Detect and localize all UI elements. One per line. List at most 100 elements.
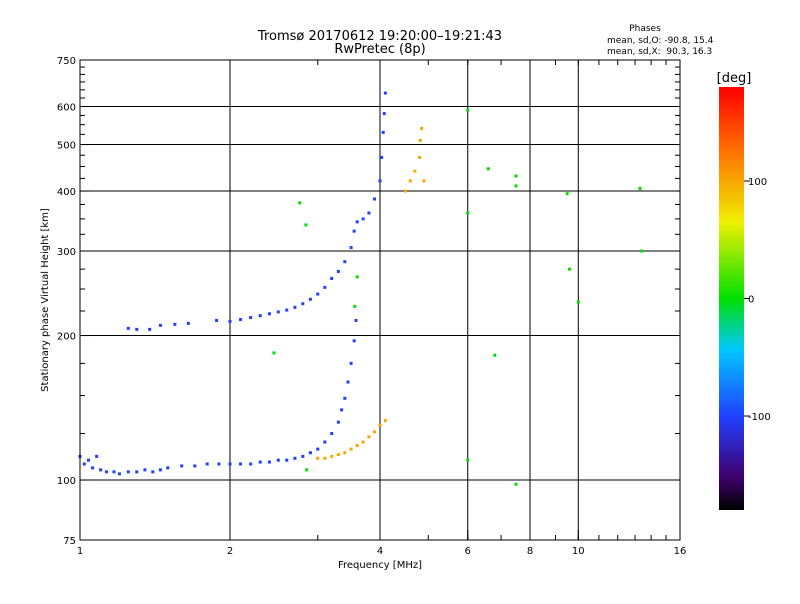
data-point [276,458,280,462]
x-axis-label: Frequency [MHz] [338,560,422,571]
data-point [151,470,155,474]
data-point [316,447,320,451]
y-tick-label: 300 [57,247,76,258]
data-point [349,246,353,250]
data-point [378,179,382,183]
data-point [417,155,421,159]
data-point [638,186,642,190]
data-point [298,201,302,205]
data-point [193,464,197,468]
data-point [301,302,305,306]
data-point [361,440,365,444]
data-point [352,229,356,233]
data-point [249,462,253,466]
legend-line-x: mean, sd,X: 90.3, 16.3 [607,47,712,57]
data-point [383,419,387,423]
data-point [466,458,470,462]
data-point [148,327,152,331]
data-point [126,470,130,474]
data-point [486,167,490,171]
y-tick-label: 600 [57,103,76,114]
x-tick-label: 16 [674,546,687,557]
data-point [378,423,382,427]
data-point [316,292,320,296]
data-point [343,260,347,264]
data-point [514,174,518,178]
data-point [82,462,86,466]
x-tick-label: 10 [572,546,585,557]
data-point [420,126,424,130]
data-point [215,318,219,322]
chart-title-line2: RwPretec (8p) [334,42,425,57]
y-tick-label: 100 [57,476,76,487]
y-tick-label: 500 [57,141,76,152]
data-point [352,339,356,343]
data-point [343,396,347,400]
x-tick-label: 1 [77,546,83,557]
y-tick-label: 75 [63,536,76,547]
data-point [336,453,340,457]
x-tick-label: 4 [377,546,383,557]
data-point [173,322,177,326]
data-point [285,458,289,462]
chart-title-line1: Tromsø 20170612 19:20:00–19:21:43 [257,29,502,44]
data-point [186,321,190,325]
data-point [305,468,309,472]
data-point [158,323,162,327]
data-point [308,297,312,301]
data-point [323,456,327,460]
x-tick-label: 6 [465,546,471,557]
colorbar-ticks: 100 0 -100 [744,177,771,423]
data-point [135,470,139,474]
data-point [293,305,297,309]
data-point [330,276,334,280]
y-tick-label: 750 [57,56,76,67]
data-point [408,179,412,183]
data-point [367,435,371,439]
data-point [422,179,426,183]
data-point [373,197,377,201]
data-point [336,269,340,273]
data-point [95,454,99,458]
data-point [285,308,289,312]
data-point [166,466,170,470]
x-tick-label: 2 [227,546,233,557]
plot-frame [79,59,681,541]
data-point [413,169,417,173]
data-point [180,464,184,468]
data-point [239,462,243,466]
data-point [267,312,271,316]
data-point [86,458,90,462]
data-point [205,462,209,466]
data-point [239,317,243,321]
data-point [380,155,384,159]
data-point [383,91,387,95]
data-point [382,112,386,116]
x-tick-label: 8 [527,546,533,557]
data-point [514,482,518,486]
data-point [258,460,262,464]
data-points [78,91,644,486]
data-point [346,380,350,384]
data-point [349,447,353,451]
y-tick-label: 200 [57,332,76,343]
data-point [135,327,139,331]
data-point [403,189,407,193]
data-point [349,361,353,365]
data-point [293,456,297,460]
data-point [640,249,644,253]
data-point [330,432,334,436]
data-point [228,462,232,466]
data-point [565,192,569,196]
data-point [367,211,371,215]
data-point [228,319,232,323]
data-point [158,468,162,472]
data-point [418,138,422,142]
data-point [514,184,518,188]
data-point [493,353,497,357]
data-point [323,285,327,289]
data-point [567,267,571,271]
data-point [330,454,334,458]
